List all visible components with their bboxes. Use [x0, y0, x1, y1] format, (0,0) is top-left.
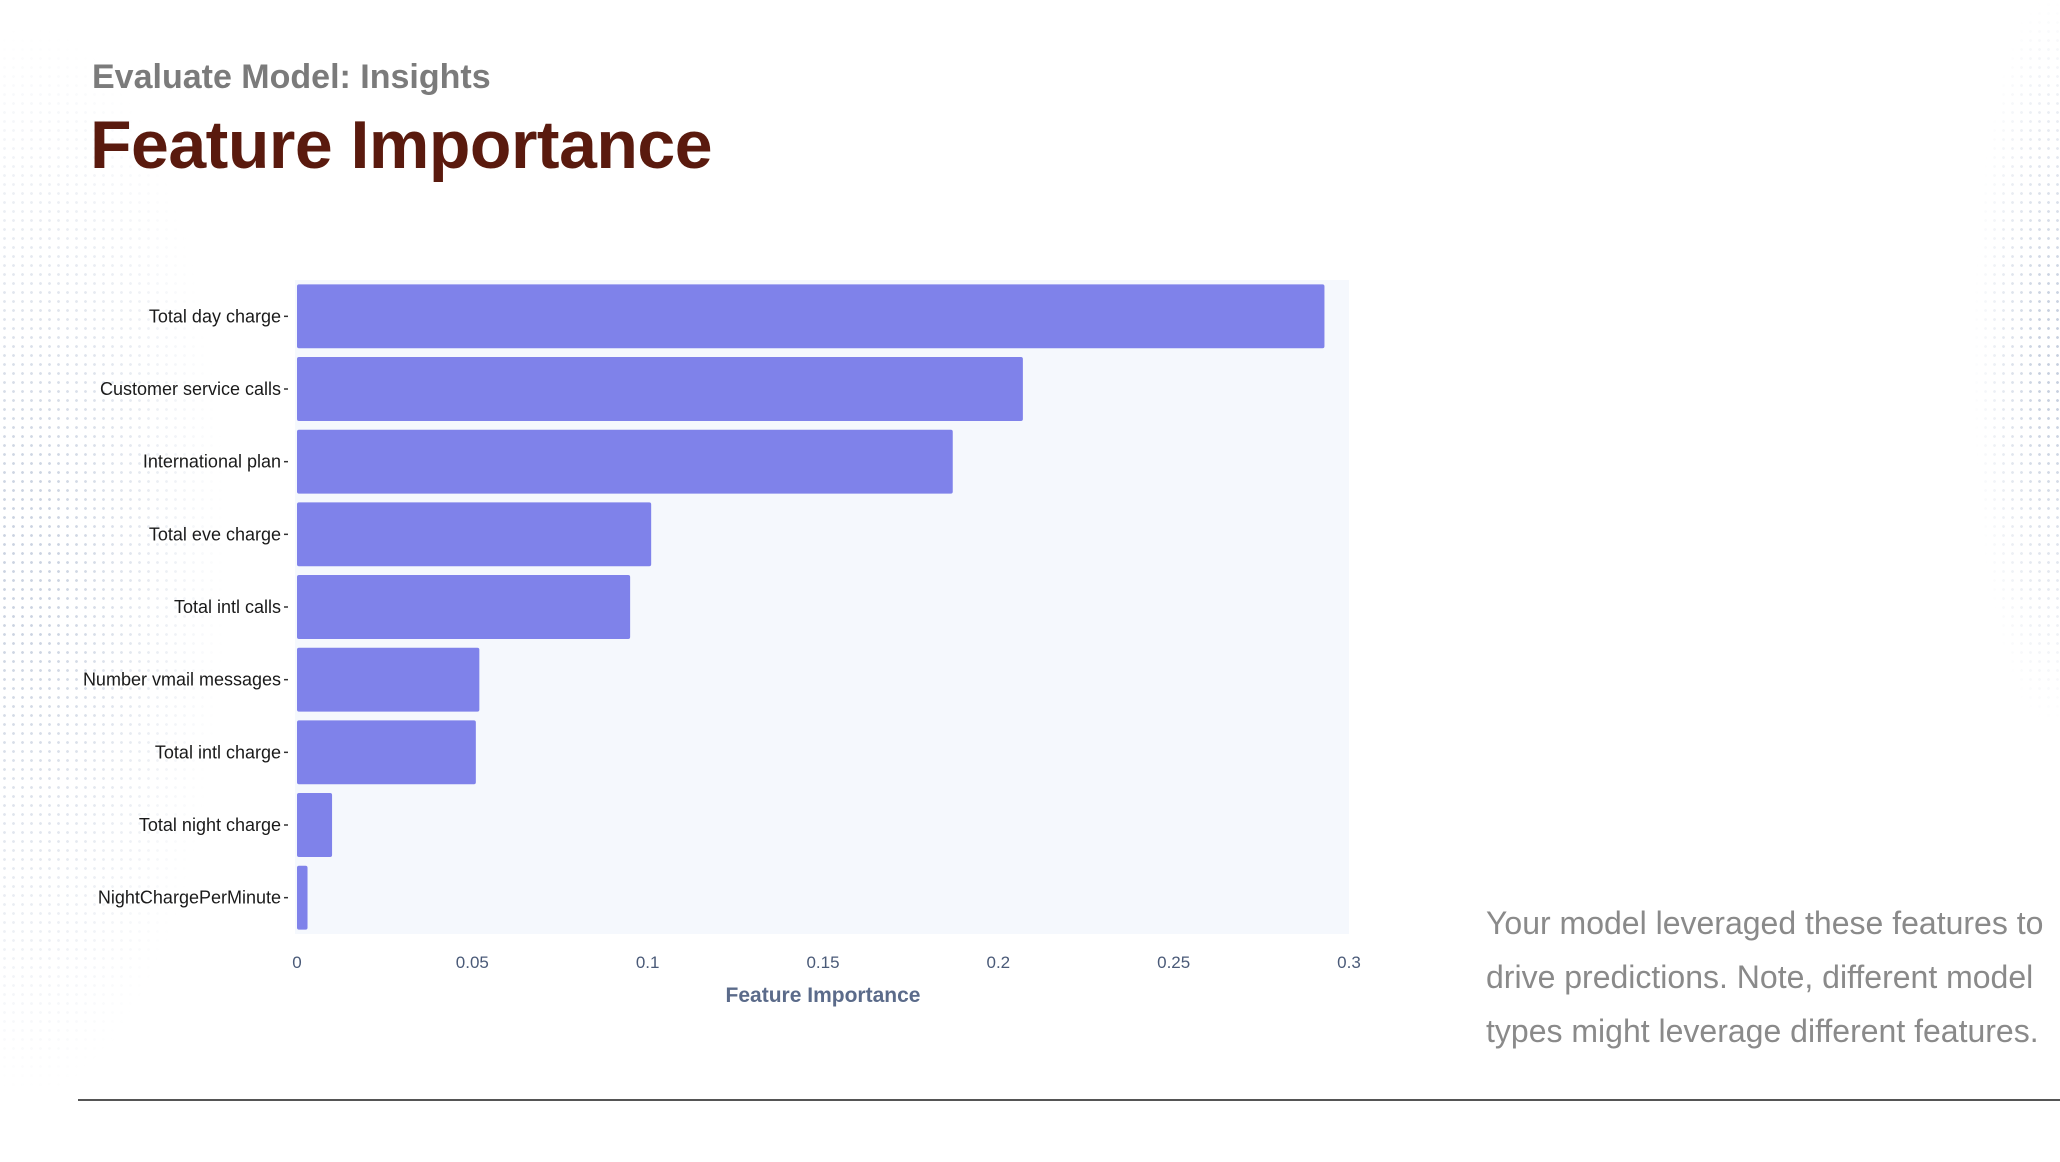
y-tick-label: Customer service calls [100, 379, 281, 399]
bar-4 [297, 575, 631, 639]
explanation-line-3: types might leverage different features. [1486, 1013, 2039, 1049]
y-tick-label: Total intl calls [174, 597, 281, 617]
y-tick-label: Total eve charge [149, 524, 281, 544]
y-tick-label: Total night charge [139, 815, 281, 835]
x-tick-label: 0.2 [987, 953, 1011, 972]
x-tick-label: 0.25 [1157, 953, 1190, 972]
x-tick-label: 0.15 [806, 953, 839, 972]
y-tick-label: Number vmail messages [83, 670, 281, 690]
bar-3 [297, 502, 652, 567]
y-tick-label: International plan [143, 452, 281, 472]
bar-0 [297, 284, 1325, 349]
slide-subtitle: Evaluate Model: Insights [92, 58, 491, 96]
bar-8 [297, 865, 308, 930]
slide-title: Feature Importance [90, 107, 713, 183]
explanation-text: Your model leveraged these features to d… [1486, 896, 2060, 1058]
bar-2 [297, 429, 953, 494]
x-tick-label: 0.3 [1337, 953, 1361, 972]
bar-6 [297, 720, 476, 785]
x-tick-label: 0.05 [456, 953, 489, 972]
explanation-line-2: drive predictions. Note, different model [1486, 959, 2034, 995]
explanation-line-1: Your model leveraged these features to [1486, 905, 2044, 941]
bar-7 [297, 793, 333, 857]
y-tick-label: NightChargePerMinute [98, 888, 281, 908]
footer-divider [78, 1099, 2060, 1101]
x-axis-title: Feature Importance [726, 984, 921, 1007]
x-tick-label: 0 [292, 953, 301, 972]
y-tick-label: Total day charge [149, 306, 281, 326]
bar-5 [297, 647, 480, 712]
y-tick-label: Total intl charge [155, 742, 281, 762]
x-tick-label: 0.1 [636, 953, 660, 972]
bar-1 [297, 357, 1023, 421]
feature-importance-chart: Total day charge Customer service calls In… [82, 284, 1361, 1007]
